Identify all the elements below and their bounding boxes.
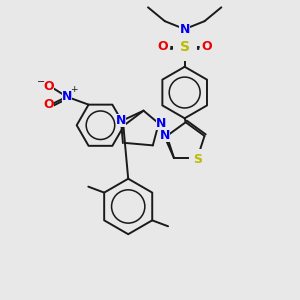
- Text: N: N: [179, 22, 190, 36]
- Text: O: O: [44, 80, 54, 93]
- Text: −: −: [37, 77, 45, 87]
- Text: N: N: [116, 114, 126, 127]
- Text: O: O: [201, 40, 212, 53]
- Text: S: S: [180, 40, 190, 54]
- Text: S: S: [193, 153, 202, 166]
- Text: N: N: [155, 117, 166, 130]
- Text: N: N: [160, 130, 170, 142]
- Text: N: N: [61, 90, 72, 103]
- Text: O: O: [44, 98, 54, 111]
- Text: +: +: [70, 85, 77, 94]
- Text: O: O: [158, 40, 168, 53]
